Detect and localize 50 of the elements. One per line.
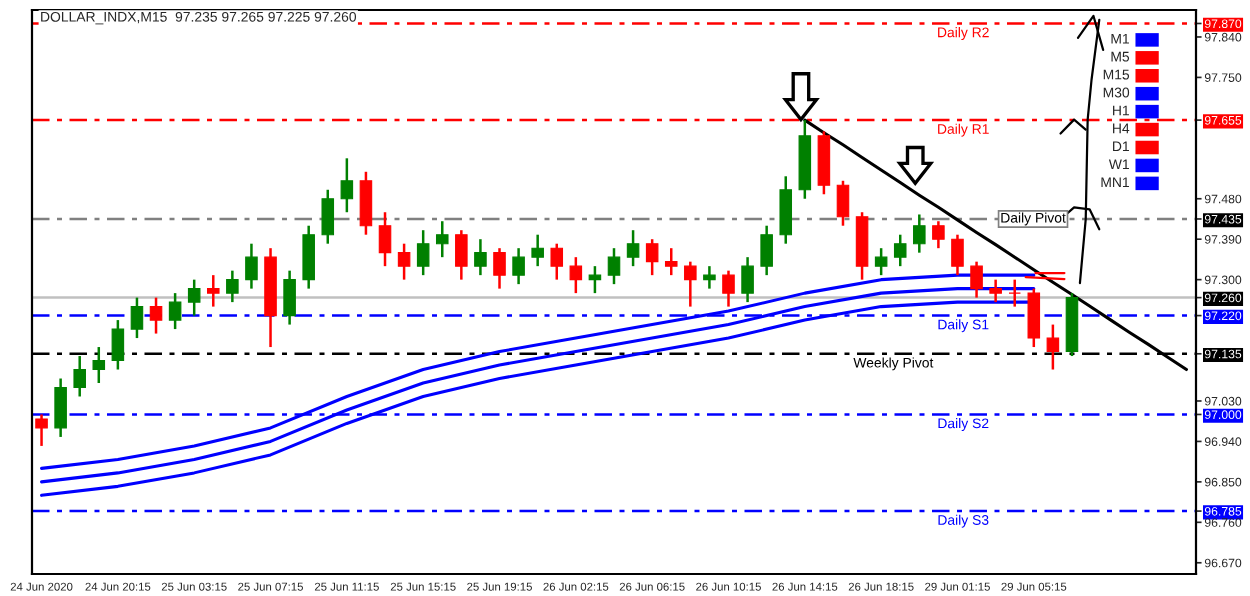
candlestick	[932, 219, 945, 250]
candlestick	[321, 188, 335, 245]
candlestick	[951, 233, 964, 277]
candlestick	[626, 228, 640, 268]
candlestick	[416, 228, 430, 277]
candlestick	[435, 219, 449, 259]
candlestick	[836, 179, 850, 227]
candlestick	[760, 224, 773, 277]
candlestick	[187, 278, 201, 317]
candlestick	[970, 260, 983, 299]
candlestick	[397, 242, 411, 281]
candlestick	[226, 269, 239, 304]
candlestick	[550, 242, 564, 281]
candlestick	[92, 345, 106, 385]
candlestick	[645, 237, 659, 277]
candlestick	[779, 175, 793, 245]
candlestick	[893, 233, 907, 268]
candlestick	[493, 246, 506, 290]
candlestick	[455, 228, 468, 281]
candlestick	[512, 246, 525, 286]
candlestick	[664, 246, 678, 277]
candlestick	[168, 291, 182, 331]
candlestick	[741, 255, 754, 304]
candlestick	[874, 246, 888, 277]
candlestick	[35, 413, 48, 448]
candlestick	[684, 260, 697, 308]
candlestick	[302, 224, 315, 290]
candlestick	[245, 242, 258, 290]
candlestick	[54, 377, 67, 439]
candlestick	[703, 264, 716, 290]
candlestick	[206, 273, 220, 308]
candlestick	[531, 233, 544, 268]
candlestick	[1046, 323, 1060, 371]
candlestick	[283, 269, 296, 326]
candlestick	[73, 354, 86, 398]
candlestick	[607, 246, 621, 286]
candlestick	[474, 237, 487, 277]
candlestick	[722, 269, 735, 308]
candlestick	[359, 170, 373, 236]
candlestick	[378, 210, 392, 268]
candlestick	[989, 278, 1002, 304]
candlestick	[130, 296, 144, 340]
candlestick	[1027, 287, 1041, 349]
candlestick	[340, 157, 354, 214]
candlestick	[913, 213, 926, 254]
candlestick	[111, 318, 125, 371]
candlestick	[569, 255, 583, 295]
candlestick	[149, 296, 163, 335]
candlestick	[1008, 278, 1022, 308]
candlestick	[588, 264, 602, 295]
